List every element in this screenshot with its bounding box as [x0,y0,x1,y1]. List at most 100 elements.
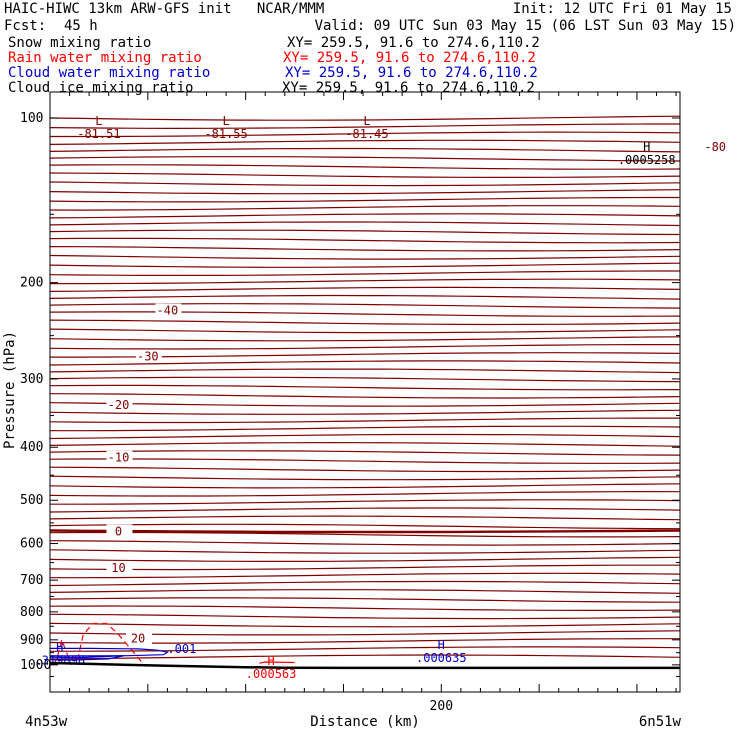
temperature-contour-line [49,507,681,513]
temperature-contour-line [49,360,681,366]
extremum-value: .000635 [416,651,467,665]
temperature-contour-line [49,221,681,227]
header-valid: Valid: 09 UTC Sun 03 May 15 (06 LST Sun … [314,18,736,34]
temperature-contour-line [49,344,680,350]
temperature-contour-line [49,549,681,554]
temperature-contour-line [49,540,681,546]
cloud-water-contour [49,655,125,661]
temperature-contour-line [49,630,681,636]
temperature-contour-line [49,189,681,195]
header-fcst-label: Fcst: [4,18,47,34]
y-tick-label: 900 [20,633,43,648]
temperature-contour-line [49,564,680,571]
extremum-marker: L [222,114,229,128]
temperature-contour-line [49,172,681,178]
y-tick-label: 600 [20,537,43,552]
temperature-contour-line [49,229,681,236]
temperature-contour-line [49,402,681,407]
temperature-contour-line [50,572,681,579]
extremum-value: -81.55 [204,127,247,141]
y-tick-label: 500 [20,493,43,508]
temperature-contour-line [49,458,681,464]
temperature-contour-label: -20 [108,398,130,412]
temperature-contour-line [50,499,681,505]
rain-contour [259,661,295,664]
temperature-contour-line [49,580,681,587]
temperature-contour-line [49,638,680,644]
field-snow-name: Snow mixing ratio [8,35,152,51]
temperature-contour-line [49,286,681,292]
temperature-contour-line [49,384,681,391]
temperature-contour-line [49,433,681,440]
cloud-water-contour [49,647,169,657]
temperature-contour-line [49,303,681,309]
contour-label-bg [106,450,133,464]
y-tick-label: 300 [20,372,43,387]
x-tick-label: 200 [430,699,453,714]
contour-label-bg [135,349,162,363]
field-cloud-water-xy: XY= 259.5, 91.6 to 274.6,110.2 [285,65,538,81]
temperature-contour-line [49,205,681,211]
extremum-value: .000563 [246,667,297,681]
right-endpoint-label: 6n51w [639,714,682,730]
temperature-contour-line [49,622,681,628]
header-init: Init: 12 UTC Fri 01 May 15 [512,1,732,17]
temperature-contour-line [49,336,681,342]
temperature-contour-line [49,237,681,244]
extremum-marker: H [643,140,650,154]
temperature-contour-line [49,311,681,317]
extremum-value: .0005258 [618,153,676,167]
zero-degree-line [49,529,681,534]
field-rain-name: Rain water mixing ratio [8,50,202,66]
temperature-contour-line [49,450,681,456]
temperature-contour-line [49,123,680,130]
y-tick-label: 400 [20,440,43,455]
temperature-contour-line [49,483,681,489]
field-snow-xy: XY= 259.5, 91.6 to 274.6,110.2 [287,35,540,51]
plot-frame [49,91,681,693]
y-tick-label: 800 [20,605,43,620]
temperature-contour-line [49,605,681,611]
temperature-contour-line [49,181,681,187]
temperature-contour-line [49,213,681,219]
temperature-contour-line [50,278,681,285]
temperature-contour-line [49,490,681,497]
temperature-contour-line [49,246,681,252]
cloud-water-label: .001 [167,642,196,656]
temperature-contour-line [50,131,681,138]
y-tick-label: 700 [20,573,43,588]
temperature-contour-label: -40 [157,304,179,318]
y-tick-label: 200 [20,276,43,291]
contour-label-bg [155,303,182,317]
temperature-contour-line [49,139,681,145]
temperature-contours [49,115,681,660]
y-axis-title: Pressure (hPa) [2,331,18,449]
contour-label-bg [106,524,133,538]
temperature-contour-line [49,613,681,620]
y-tick-label: 100 [20,111,43,126]
temperature-contour-label: -30 [137,350,159,364]
temperature-contour-line [49,156,681,162]
header-title: HAIC-HIWC 13km ARW-GFS init NCAR/MMM [4,1,325,17]
contour-label-bg [126,631,153,645]
temperature-contour-label: -80 [704,140,726,154]
field-cloud-water-name: Cloud water mixing ratio [8,65,211,81]
contour-label-bg [106,398,133,412]
extremum-marker: L [95,114,102,128]
temperature-contour-label: 10 [111,561,125,575]
temperature-contour-line [49,294,681,300]
temperature-contour-line [49,262,681,268]
contour-label-bg [106,560,133,574]
temperature-contour-line [49,531,681,538]
temperature-contour-line [49,515,681,521]
ground-line [49,661,680,670]
temperature-contour-line [49,376,681,383]
temperature-contour-line [49,654,681,660]
temperature-contour-line [49,466,681,473]
extremum-marker: H [267,654,274,668]
temperature-contour-line [49,556,681,562]
extremum-marker: H [438,638,445,652]
temperature-contour-line [50,425,681,432]
extremum-value: -81.45 [345,127,388,141]
